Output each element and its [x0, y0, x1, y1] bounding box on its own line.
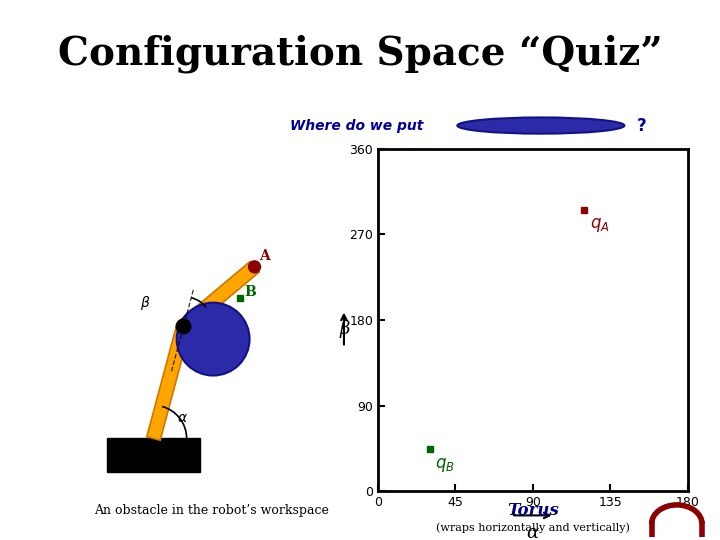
- Text: Carnegie Mellon: Carnegie Mellon: [618, 12, 702, 21]
- Text: $q_B$: $q_B$: [435, 456, 454, 474]
- Text: $\alpha$: $\alpha$: [176, 411, 188, 425]
- Text: Torus: Torus: [507, 502, 559, 519]
- Polygon shape: [147, 325, 190, 440]
- Circle shape: [457, 117, 624, 134]
- Circle shape: [176, 319, 191, 334]
- Polygon shape: [179, 261, 259, 332]
- Text: $\beta$: $\beta$: [140, 294, 151, 312]
- Text: Configuration Space “Quiz”: Configuration Space “Quiz”: [58, 34, 662, 72]
- Circle shape: [248, 261, 261, 273]
- Text: β: β: [340, 320, 350, 338]
- Text: α: α: [527, 524, 539, 540]
- Text: $q_A$: $q_A$: [590, 215, 609, 234]
- FancyBboxPatch shape: [107, 438, 200, 471]
- Text: ?: ?: [637, 117, 647, 134]
- Text: A: A: [259, 249, 270, 263]
- Text: B: B: [245, 285, 256, 299]
- Circle shape: [176, 302, 250, 375]
- Text: An obstacle in the robot’s workspace: An obstacle in the robot’s workspace: [94, 504, 328, 517]
- Text: Where do we put: Where do we put: [290, 119, 423, 132]
- Text: (wraps horizontally and vertically): (wraps horizontally and vertically): [436, 523, 630, 534]
